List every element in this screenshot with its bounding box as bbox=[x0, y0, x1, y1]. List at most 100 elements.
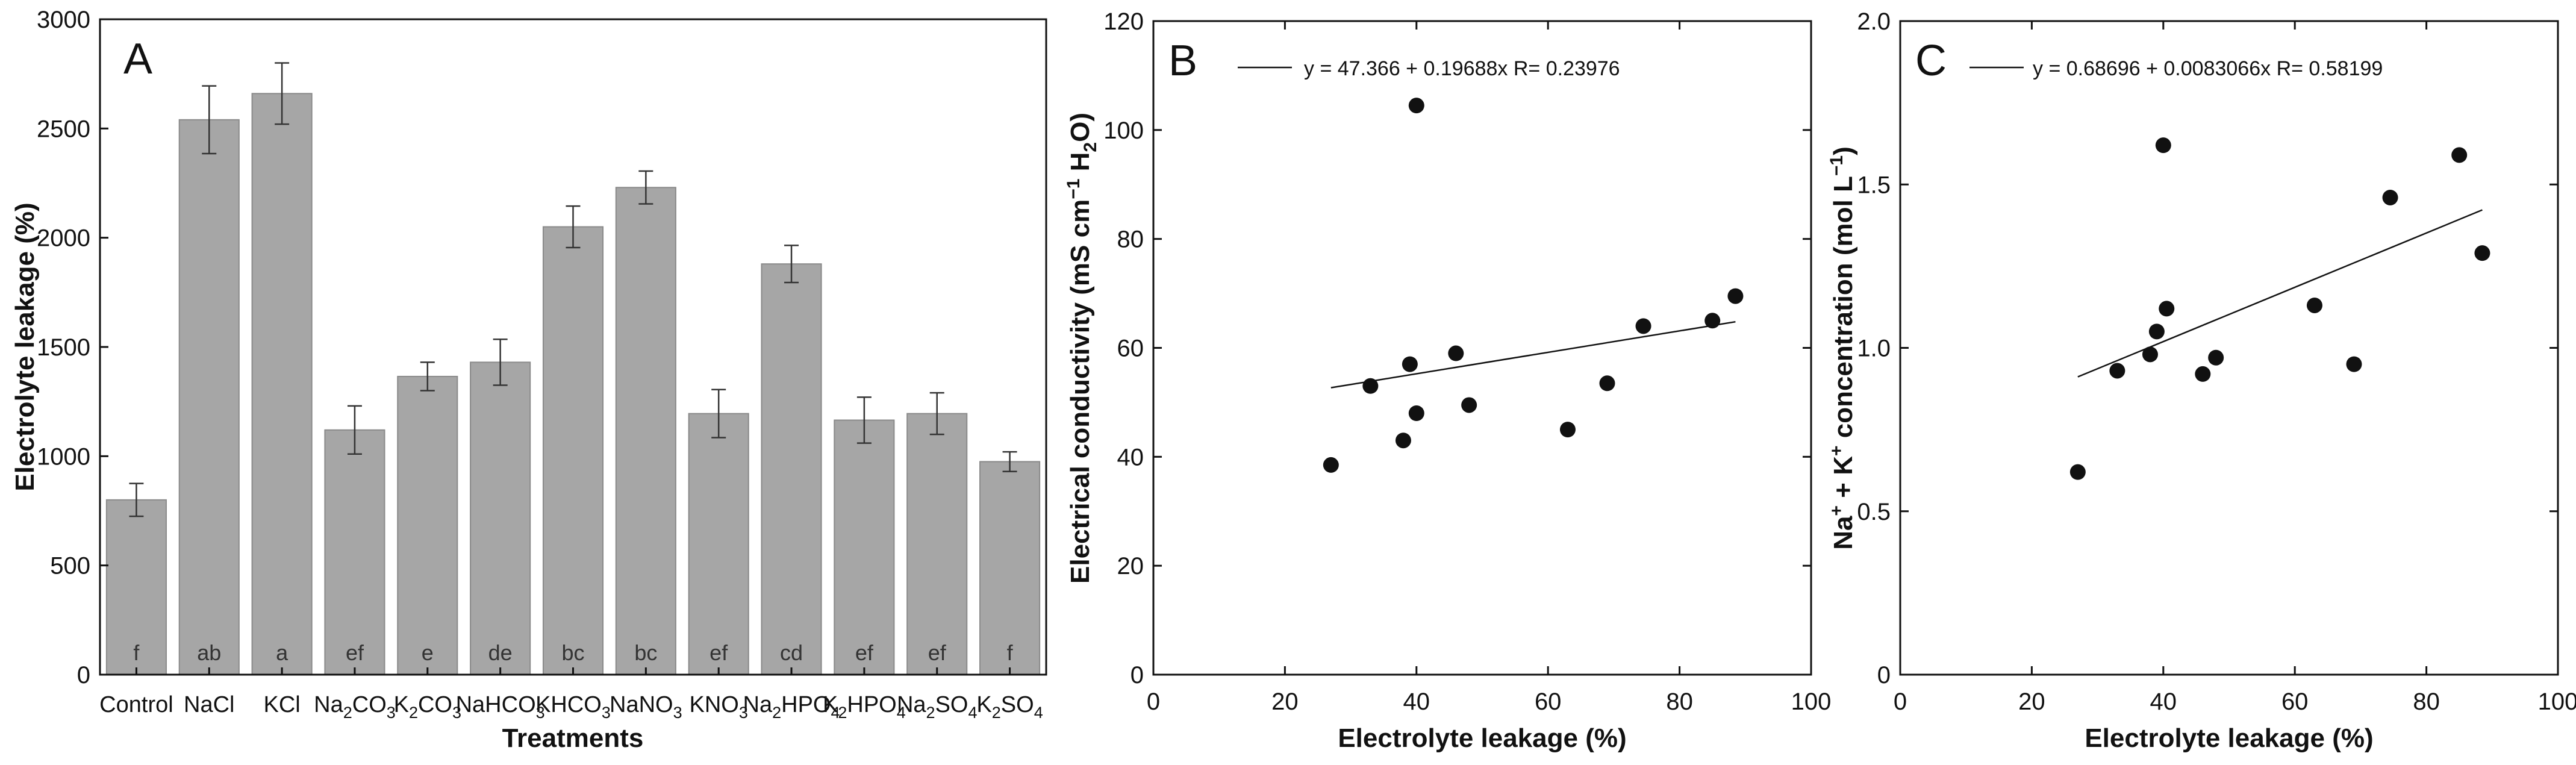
panel-a-x-axis-label: Treatments bbox=[502, 723, 644, 753]
panel-b-x-tick-label: 80 bbox=[1666, 688, 1693, 715]
panel-b-y-label-sub: 2 bbox=[1081, 142, 1100, 152]
panel-c-data-point bbox=[2155, 137, 2171, 154]
panel-a-x-tick-label: Control bbox=[99, 692, 173, 717]
panel-c-marks bbox=[2069, 137, 2490, 480]
panel-a-significance-letter: bc bbox=[634, 640, 657, 665]
panel-c-y-label-sup3: −1 bbox=[1827, 155, 1847, 176]
panel-c-x-axis-label: Electrolyte leakage (%) bbox=[2085, 723, 2373, 753]
panel-c-data-point bbox=[2069, 464, 2086, 480]
panel-a-significance-letter: f bbox=[1007, 640, 1014, 665]
panel-a-significance-letter: a bbox=[276, 640, 288, 665]
panel-c-data-point bbox=[2109, 363, 2125, 379]
panel-b-y-label-mid: H bbox=[1065, 152, 1095, 179]
panel-a-letter: A bbox=[123, 35, 152, 83]
panel-a-bar bbox=[979, 461, 1041, 676]
panel-a-x-tick-label: NaHCO3 bbox=[456, 692, 545, 722]
panel-a-x-tick-label: Na2HPO4 bbox=[743, 692, 840, 722]
panel-a-x-tick-label: Na2CO3 bbox=[314, 692, 396, 722]
panel-b-data-point bbox=[1408, 98, 1424, 114]
panel-c-data-point bbox=[2346, 356, 2362, 372]
panel-a-bar bbox=[397, 375, 458, 676]
panel-b-data-point bbox=[1704, 313, 1721, 329]
panel-b-y-label-end: O) bbox=[1065, 113, 1095, 142]
panel-a-significance-letter: ab bbox=[197, 640, 221, 665]
panel-a-bar bbox=[470, 361, 531, 675]
panel-b-data-point bbox=[1402, 356, 1418, 372]
panel-b-x-tick-label: 100 bbox=[1791, 688, 1832, 715]
panel-a-significance-letter: cd bbox=[780, 640, 803, 665]
panel-c-x-tick-label: 20 bbox=[2018, 688, 2045, 715]
panel-b-y-ticks: 0 20 40 60 80 100 120 bbox=[1103, 8, 1811, 688]
panel-a-y-tick-label: 2500 bbox=[37, 116, 90, 142]
panel-c-data-point bbox=[2148, 323, 2165, 340]
panel-b-data-point bbox=[1635, 318, 1651, 334]
panel-a-x-tick-label: KHCO3 bbox=[535, 692, 611, 722]
panel-b-x-tick-label: 40 bbox=[1403, 688, 1430, 715]
panel-b-equation: y = 47.366 + 0.19688x R= 0.23976 bbox=[1304, 57, 1620, 80]
panel-b-data-point bbox=[1395, 432, 1411, 449]
panel-a-significance-letter: e bbox=[422, 640, 434, 665]
panel-c-y-label-sup1: + bbox=[1827, 505, 1847, 516]
panel-a-x-tick-label: KCl bbox=[263, 692, 300, 717]
panel-a-x-tick-label: Na2SO4 bbox=[897, 692, 978, 722]
panel-b-x-ticks: 0 20 40 60 80 100 bbox=[1147, 21, 1832, 715]
panel-c-y-tick-label: 0 bbox=[1877, 662, 1891, 688]
panel-c-data-point bbox=[2306, 297, 2322, 313]
panel-a-bar bbox=[834, 419, 895, 675]
panel-a-x-tick-label: KNO3 bbox=[689, 692, 747, 722]
panel-a-x-tick-label: K2SO4 bbox=[976, 692, 1043, 722]
panel-c-y-tick-label: 2.0 bbox=[1857, 8, 1891, 35]
panel-b-x-tick-label: 20 bbox=[1271, 688, 1299, 715]
panel-c-equation: y = 0.68696 + 0.0083066x R= 0.58199 bbox=[2033, 57, 2383, 80]
panel-b-y-axis-label: Electrical conductivity (mS cm−1 H2O) bbox=[1064, 113, 1100, 584]
panel-c-x-tick-label: 80 bbox=[2413, 688, 2440, 715]
panel-c-y-label-pre: Na bbox=[1829, 516, 1858, 550]
panel-c-y-tick-label: 1.0 bbox=[1857, 336, 1891, 362]
panel-b-y-tick-label: 80 bbox=[1117, 226, 1144, 253]
panel-c-x-tick-label: 60 bbox=[2281, 688, 2309, 715]
panel-a-significance-letter: de bbox=[488, 640, 513, 665]
panel-b-x-tick-label: 0 bbox=[1147, 688, 1160, 715]
panel-b-y-tick-label: 0 bbox=[1131, 662, 1144, 688]
panel-a-x-tick-label: NaNO3 bbox=[610, 692, 682, 722]
panel-b-y-tick-label: 60 bbox=[1117, 336, 1144, 362]
panel-a-x-ticks: Control NaCl KCl Na2CO3K2CO3NaHCO3KHCO3NaNO… bbox=[99, 667, 1043, 722]
panel-a-x-tick-label: NaCl bbox=[184, 692, 234, 717]
panel-a-y-tick-label: 3000 bbox=[37, 7, 90, 33]
panel-c-data-point bbox=[2451, 147, 2468, 163]
panel-b-frame bbox=[1152, 20, 1812, 676]
panel-c-data-point bbox=[2208, 349, 2224, 366]
panel-b: 0 20 40 60 80 100 120 0 20 40 60 80 100 B y = 47.36… bbox=[1064, 8, 1831, 753]
panel-b-data-point bbox=[1727, 288, 1744, 304]
panel-c-y-label-post: concentration (mol L bbox=[1829, 176, 1858, 445]
panel-a-y-tick-label: 500 bbox=[50, 553, 90, 579]
panel-a-bar bbox=[542, 226, 604, 675]
panel-b-y-tick-label: 120 bbox=[1103, 8, 1144, 35]
panel-a-y-axis-label: Electrolyte leakage (%) bbox=[10, 202, 40, 491]
panel-c-x-tick-label: 40 bbox=[2150, 688, 2177, 715]
panel-c-data-point bbox=[2474, 245, 2490, 261]
panel-c: 0 0.5 1.0 1.5 2.0 0 20 40 60 80 100 C y = 0.68696… bbox=[1827, 8, 2576, 753]
panel-a-marks: f ab a ef e de bc bc ef cd ef ef f bbox=[105, 62, 1041, 676]
panel-a-bar bbox=[688, 413, 749, 675]
panel-a-significance-letter: ef bbox=[709, 640, 728, 665]
panel-a-significance-letter: ef bbox=[855, 640, 874, 665]
panel-b-x-axis-label: Electrolyte leakage (%) bbox=[1338, 723, 1626, 753]
panel-c-frame bbox=[1899, 20, 2559, 676]
panel-a-bar bbox=[251, 93, 313, 676]
panel-a-bar bbox=[105, 499, 167, 675]
panel-b-data-point bbox=[1559, 422, 1576, 438]
panel-c-data-point bbox=[2159, 301, 2175, 317]
panel-a-significance-letter: bc bbox=[561, 640, 584, 665]
panel-b-letter: B bbox=[1168, 37, 1197, 85]
panel-c-y-ticks: 0 0.5 1.0 1.5 2.0 bbox=[1857, 8, 2558, 688]
panel-a-bar bbox=[761, 263, 822, 676]
panel-a-x-tick-label: K2CO3 bbox=[394, 692, 461, 722]
panel-c-data-point bbox=[2142, 346, 2158, 363]
panel-a-y-tick-label: 0 bbox=[77, 662, 90, 688]
panel-b-data-point bbox=[1461, 397, 1477, 413]
panel-c-x-tick-label: 100 bbox=[2538, 688, 2576, 715]
panel-a-significance-letter: ef bbox=[928, 640, 947, 665]
panel-b-y-tick-label: 20 bbox=[1117, 553, 1144, 579]
